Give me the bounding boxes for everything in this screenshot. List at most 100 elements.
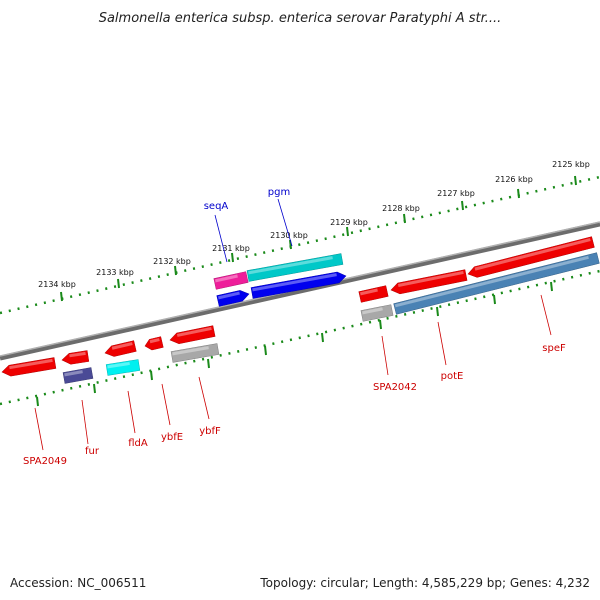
kbp-tick-mark	[574, 175, 577, 186]
gene-arrow[interactable]	[1, 357, 57, 378]
gene-arrow-highlight	[394, 255, 589, 308]
kbp-tick-mark	[550, 281, 553, 292]
kbp-tick-label: 2127 kbp	[437, 189, 475, 198]
gene-arrow-body	[62, 367, 94, 384]
gene-arrow[interactable]	[358, 285, 389, 303]
kbp-tick-label: 2132 kbp	[153, 257, 191, 266]
kbp-tick-mark	[264, 345, 267, 356]
gene-arrow-highlight	[107, 361, 130, 369]
gene-arrow[interactable]	[360, 304, 394, 322]
genome-summary-text: Topology: circular; Length: 4,585,229 bp…	[260, 576, 590, 590]
gene-arrow-body	[144, 336, 164, 351]
gene-arrow-highlight	[9, 358, 53, 370]
gene-arrow[interactable]	[246, 253, 344, 282]
gene-label-leader	[277, 198, 293, 247]
gene-arrow-highlight	[176, 326, 212, 337]
gene-labels: seqA pgm SPA2042 potE speF SPA2049 fur fldA ybfE…	[23, 187, 566, 467]
gene-arrow[interactable]	[250, 271, 347, 299]
kbp-tick-label: 2131 kbp	[212, 244, 250, 253]
forward-tick-ring	[0, 175, 600, 315]
gene-arrow-highlight	[248, 256, 333, 275]
gene-label-leader	[540, 294, 552, 336]
kbp-tick-label: 2134 kbp	[38, 280, 76, 289]
gene-arrow[interactable]	[61, 350, 90, 366]
reverse-tick-ring	[0, 269, 600, 406]
gene-arrow[interactable]	[169, 325, 216, 346]
gene-label-leader	[127, 390, 136, 434]
kbp-tick-mark	[379, 319, 382, 330]
gene-arrow-highlight	[360, 288, 378, 296]
gene-label-leader	[198, 376, 210, 420]
gene-arrow-highlight	[217, 291, 240, 300]
gene-arrow-body	[213, 271, 249, 290]
gene-arrow-highlight	[149, 338, 160, 344]
accession-text: Accession: NC_006511	[10, 576, 147, 590]
gene-label-leader	[214, 214, 228, 263]
gene-label[interactable]: SPA2049	[23, 456, 67, 467]
kbp-tick-mark	[174, 265, 177, 276]
gene-label[interactable]: SPA2042	[373, 382, 417, 393]
gene-label-leader	[161, 383, 171, 426]
kbp-tick-mark	[436, 306, 439, 317]
gene-arrow-highlight	[111, 342, 133, 350]
kbp-ticks: 2125 kbp 2126 kbp 2127 kbp 2128 kbp 2129 kbp…	[36, 160, 590, 407]
gene-label-leader	[381, 335, 389, 376]
gene-arrow-highlight	[69, 351, 86, 358]
kbp-tick-mark	[321, 332, 324, 343]
gene-arrow-body	[216, 290, 250, 307]
genome-backbone	[0, 221, 600, 361]
gene-arrow-highlight	[252, 273, 337, 292]
gene-arrow-body	[105, 359, 141, 376]
gene-arrow-highlight	[64, 370, 83, 377]
kbp-tick-label: 2129 kbp	[330, 218, 368, 227]
gene-label-leader	[437, 321, 447, 366]
kbp-tick-mark	[403, 213, 406, 224]
gene-label[interactable]: speF	[542, 343, 566, 354]
gene-arrow[interactable]	[390, 269, 468, 296]
gene-arrow[interactable]	[216, 289, 250, 307]
kbp-tick-label: 2126 kbp	[495, 175, 533, 184]
kbp-tick-mark	[36, 396, 39, 407]
kbp-tick-mark	[150, 370, 153, 381]
gene-arrow[interactable]	[467, 236, 595, 280]
kbp-tick-mark	[207, 358, 210, 369]
gene-arrow-highlight	[215, 274, 238, 283]
kbp-tick-label: 2128 kbp	[382, 204, 420, 213]
kbp-tick-mark	[117, 278, 120, 289]
gene-label-leader	[81, 399, 89, 445]
gene-arrow[interactable]	[393, 252, 600, 315]
gene-arrow-body	[358, 285, 389, 303]
genome-title: Salmonella enterica subsp. enterica sero…	[99, 11, 502, 26]
kbp-tick-label: 2133 kbp	[96, 268, 134, 277]
kbp-tick-mark	[289, 239, 292, 250]
kbp-tick-mark	[60, 291, 63, 302]
gene-arrow[interactable]	[170, 343, 220, 363]
kbp-tick-mark	[461, 200, 464, 211]
gene-label-leader	[34, 407, 44, 451]
gene-label[interactable]: fur	[85, 446, 100, 457]
gene-label[interactable]: ybfE	[161, 432, 183, 443]
kbp-tick-mark	[231, 252, 234, 263]
gene-arrow[interactable]	[213, 271, 249, 290]
gene-label[interactable]: potE	[441, 371, 464, 382]
gene-label[interactable]: seqA	[204, 201, 229, 212]
gene-arrow-highlight	[397, 270, 464, 287]
gene-arrow-highlight	[172, 346, 209, 356]
gene-arrow[interactable]	[144, 336, 164, 352]
kbp-tick-mark	[517, 188, 520, 199]
kbp-tick-label: 2125 kbp	[552, 160, 590, 169]
gene-arrow-highlight	[362, 307, 383, 315]
kbp-tick-mark	[493, 294, 496, 305]
gene-label[interactable]: pgm	[268, 187, 290, 198]
kbp-tick-mark	[93, 383, 96, 394]
kbp-tick-mark	[346, 226, 349, 237]
gene-arrow-highlight	[474, 238, 591, 271]
genes	[1, 236, 600, 384]
gene-arrow-body	[360, 304, 394, 322]
gene-label[interactable]: fldA	[128, 438, 148, 449]
gene-label[interactable]: ybfF	[199, 426, 221, 437]
gene-arrow[interactable]	[104, 340, 137, 359]
gene-arrow[interactable]	[105, 359, 141, 376]
gene-arrow[interactable]	[62, 367, 94, 384]
